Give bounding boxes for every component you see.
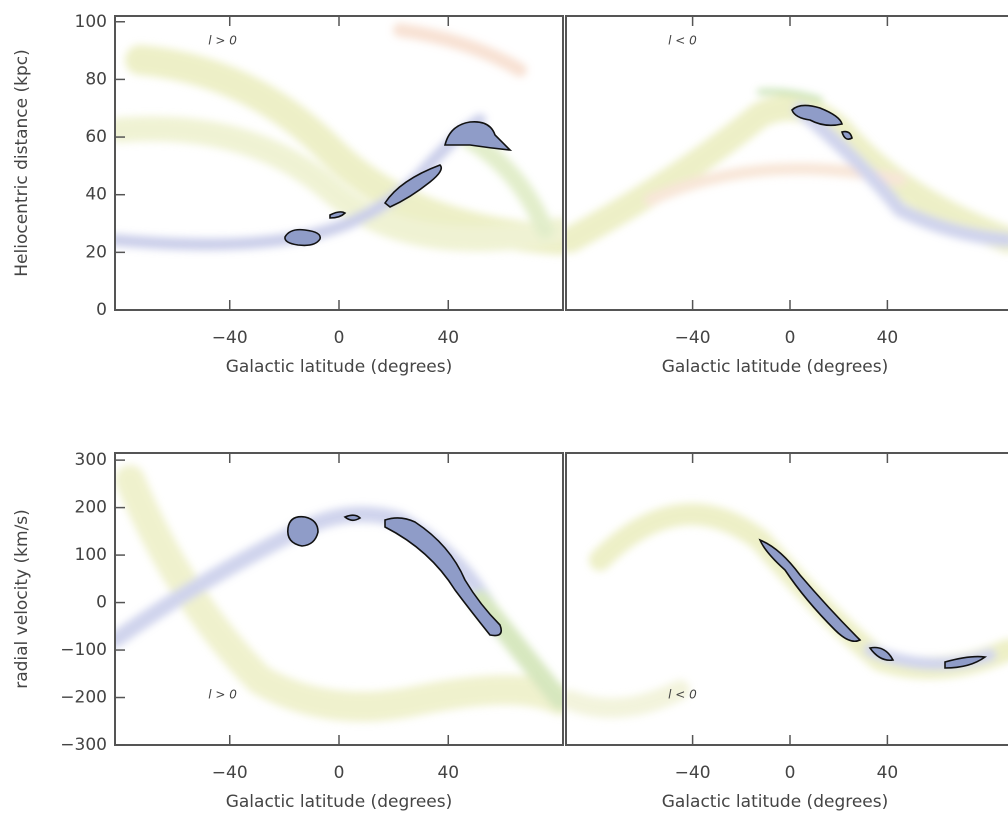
y-tick-label: 100 (75, 545, 107, 565)
x-tick-label: 40 (877, 328, 899, 348)
y-tick-label: −200 (60, 688, 107, 708)
y-tick-label: 20 (85, 242, 107, 262)
x-tick-label: 0 (785, 328, 796, 348)
x-tick-label: 0 (334, 763, 345, 783)
stream-cloud (115, 465, 563, 722)
x-axis-label: Galactic latitude (degrees) (662, 357, 889, 377)
stream-cloud (566, 88, 1008, 253)
stream-cloud (566, 503, 1008, 718)
contours (286, 514, 503, 637)
contours (791, 104, 853, 140)
contours (284, 120, 513, 247)
x-tick-label: 40 (877, 763, 899, 783)
x-tick-label: 0 (334, 328, 345, 348)
x-tick-label: 40 (437, 328, 459, 348)
y-axis-label: radial velocity (km/s) (12, 509, 32, 689)
y-tick-label: −300 (60, 735, 107, 755)
annotation: l > 0 (208, 34, 237, 48)
annotation: l < 0 (668, 34, 697, 48)
x-tick-label: −40 (212, 763, 248, 783)
y-tick-label: 0 (96, 593, 107, 613)
y-tick-label: −100 (60, 640, 107, 660)
y-tick-label: 60 (85, 127, 107, 147)
x-tick-label: −40 (675, 328, 711, 348)
y-tick-label: 40 (85, 185, 107, 205)
x-tick-label: 0 (785, 763, 796, 783)
y-tick-label: 200 (75, 498, 107, 518)
y-tick-label: 100 (75, 12, 107, 32)
x-axis-label: Galactic latitude (degrees) (662, 792, 889, 812)
annotation: l > 0 (208, 688, 237, 702)
y-tick-label: 0 (96, 300, 107, 320)
x-tick-label: −40 (675, 763, 711, 783)
y-tick-label: 300 (75, 450, 107, 470)
y-tick-label: 80 (85, 69, 107, 89)
contours (758, 538, 988, 669)
x-axis-label: Galactic latitude (degrees) (226, 792, 453, 812)
y-axis-label: Heliocentric distance (kpc) (12, 49, 32, 276)
x-tick-label: 40 (437, 763, 459, 783)
x-tick-label: −40 (212, 328, 248, 348)
annotation: l < 0 (668, 688, 697, 702)
x-axis-label: Galactic latitude (degrees) (226, 357, 453, 377)
